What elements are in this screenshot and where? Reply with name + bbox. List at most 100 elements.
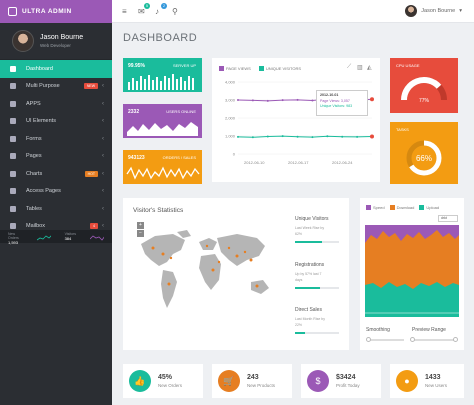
slider-handle[interactable] xyxy=(366,337,371,342)
y-tick-label: 1,000 xyxy=(225,134,236,139)
chevron-left-icon: ‹ xyxy=(102,205,104,212)
data-point[interactable] xyxy=(341,135,344,138)
x-tick-label: 2012-06-17 xyxy=(288,160,309,165)
tile-label: SERVER UP xyxy=(172,63,196,68)
stat-label: Profit Today xyxy=(336,383,360,388)
sidebar-item-forms[interactable]: Forms ‹ xyxy=(0,130,112,148)
y-tick-label: 4,000 xyxy=(225,80,236,85)
sidebar-item-access-pages[interactable]: Access Pages ‹ xyxy=(0,183,112,201)
legend-item[interactable]: PAGE VIEWS xyxy=(219,66,251,71)
zoom-in-button[interactable]: + xyxy=(137,222,144,229)
data-point[interactable] xyxy=(311,136,314,139)
legend-label: Download xyxy=(396,205,415,210)
nav-badge: NEW xyxy=(83,83,98,90)
sidebar-item-tables[interactable]: Tables ‹ xyxy=(0,200,112,218)
chat-icon[interactable]: ✉ xyxy=(138,7,145,16)
sidebar-item-label: Mailbox xyxy=(26,223,45,230)
data-point[interactable] xyxy=(296,135,299,138)
sidebar-item-pages[interactable]: Pages ‹ xyxy=(0,148,112,166)
chevron-down-icon: ▾ xyxy=(459,8,462,14)
tile-label: USERS ONLINE xyxy=(166,109,196,114)
data-point[interactable] xyxy=(370,97,374,102)
tile-value: 943123 xyxy=(128,155,145,161)
sidebar-item-multi-purpose[interactable]: Multi Purpose NEW ‹ xyxy=(0,78,112,96)
brand[interactable]: ULTRA ADMIN xyxy=(0,0,112,23)
data-point[interactable] xyxy=(266,99,269,102)
y-tick-label: 3,000 xyxy=(225,98,236,103)
sidebar-item-label: Charts xyxy=(26,170,43,177)
sidebar-item-mailbox[interactable]: Mailbox 4 ‹ xyxy=(0,218,112,236)
data-point[interactable] xyxy=(370,134,374,139)
server-tile: 99.95% SERVER UP xyxy=(123,58,202,92)
stat-progress xyxy=(295,241,339,243)
cube-icon xyxy=(10,118,16,125)
user-menu[interactable]: Jason Bourne ▾ xyxy=(405,5,462,17)
world-map[interactable] xyxy=(133,226,278,316)
search-icon[interactable]: ⚲ xyxy=(172,7,178,16)
data-point[interactable] xyxy=(237,99,239,101)
stat-sub: Up by 57% last 7 xyxy=(295,272,322,276)
zoom-out-button[interactable]: − xyxy=(137,230,144,237)
legend-item[interactable]: UNIQUE VISITORS xyxy=(258,66,302,71)
data-point[interactable] xyxy=(326,135,329,138)
legend-item[interactable]: Speed xyxy=(366,205,385,210)
wave-sparkline xyxy=(126,166,200,180)
data-point[interactable] xyxy=(281,135,284,138)
logo-icon xyxy=(8,7,17,16)
stat-card: 👍 45% New Orders xyxy=(123,364,203,398)
donut-value: 66% xyxy=(415,154,432,163)
legend-label: UNIQUE VISITORS xyxy=(265,66,302,71)
legend-item[interactable]: Download xyxy=(389,205,415,210)
data-point[interactable] xyxy=(251,99,254,102)
preview-range-slider[interactable] xyxy=(410,337,458,342)
stat-title: Registrations xyxy=(295,262,325,268)
slider-handle[interactable] xyxy=(453,337,458,342)
data-point[interactable] xyxy=(356,135,359,138)
smoothing-slider[interactable] xyxy=(366,337,404,342)
bar-sparkline xyxy=(128,74,194,90)
bell-badge: 2 xyxy=(161,3,167,9)
avatar[interactable] xyxy=(12,30,34,52)
sidebar-item-label: Access Pages xyxy=(26,188,61,195)
gauge-value: 77% xyxy=(418,98,429,104)
data-point[interactable] xyxy=(311,99,314,102)
range-select[interactable]: drkt xyxy=(438,215,458,222)
sidebar-item-dashboard[interactable]: Dashboard xyxy=(0,60,112,78)
area-legend: Speed Download Upload xyxy=(366,205,439,210)
brand-name: ULTRA ADMIN xyxy=(22,8,72,15)
data-point[interactable] xyxy=(281,99,284,102)
series-line xyxy=(237,135,373,138)
data-point[interactable] xyxy=(237,135,239,138)
x-tick-label: 2012-06-24 xyxy=(332,160,353,165)
profile-role: Web Developer xyxy=(40,43,71,48)
line-icon[interactable]: ⟋ xyxy=(347,64,352,70)
legend-label: Speed xyxy=(373,205,385,210)
area-icon[interactable]: ◭ xyxy=(367,65,372,71)
sidebar-item-charts[interactable]: Charts HOT ‹ xyxy=(0,165,112,183)
tooltip-line: Unique Visitors: 983 xyxy=(320,104,353,108)
menu-icon[interactable]: ≡ xyxy=(122,7,127,16)
y-tick-label: 2,000 xyxy=(225,116,236,121)
bell-icon[interactable]: ♪ xyxy=(155,7,159,16)
nav-badge: 4 xyxy=(90,223,98,230)
data-point[interactable] xyxy=(266,135,269,138)
chevron-left-icon: ‹ xyxy=(102,188,104,195)
slider-handle[interactable] xyxy=(410,337,415,342)
sidebar-item-ui-elements[interactable]: UI Elements ‹ xyxy=(0,113,112,131)
legend-item[interactable]: Upload xyxy=(419,205,439,210)
sidebar-item-label: Dashboard xyxy=(26,65,53,72)
data-point[interactable] xyxy=(296,98,299,101)
orders-tile: 943123 ORDERS / SALES xyxy=(123,150,202,184)
sidebar-item-apps[interactable]: APPS ‹ xyxy=(0,95,112,113)
form-icon xyxy=(10,135,16,142)
bar-icon[interactable]: ▥ xyxy=(357,65,363,71)
user-icon: ● xyxy=(396,370,418,392)
stat-sub: days xyxy=(295,278,303,282)
sidebar-item-label: Tables xyxy=(26,205,42,212)
sparkline xyxy=(89,235,104,241)
apps-icon xyxy=(10,100,16,107)
stat-title: Direct Sales xyxy=(295,307,322,313)
data-point[interactable] xyxy=(251,136,254,139)
line-chart: 4,000 3,000 2,000 1,000 0 2012-06-10 2012-06-1… xyxy=(225,80,374,165)
chart-tooltip: 2012-10-01 Page Views: 3,057 Unique Visi… xyxy=(316,90,368,116)
